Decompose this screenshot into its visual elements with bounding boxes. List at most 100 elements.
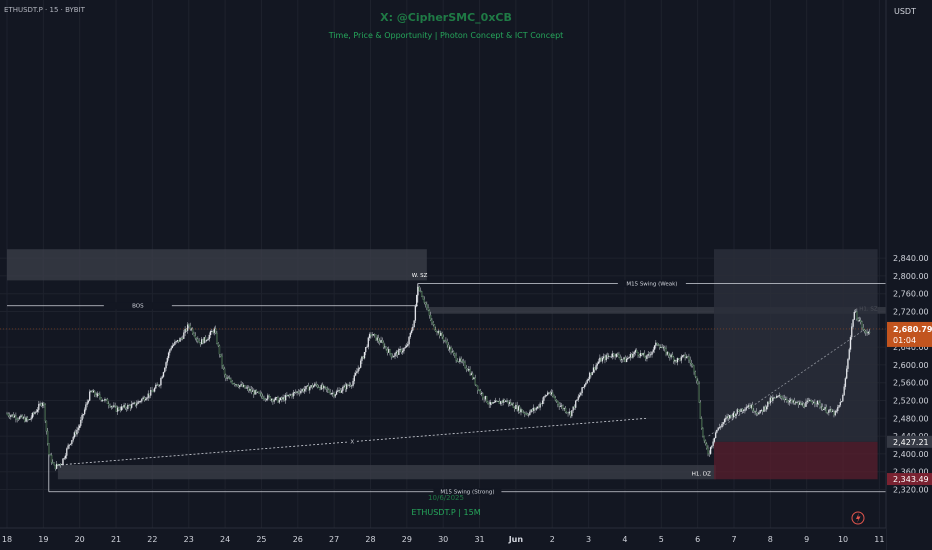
candle-body-271	[351, 385, 353, 387]
candle-body-467	[600, 357, 602, 362]
time-axis-panel[interactable]	[0, 528, 886, 550]
candle-body-394	[507, 400, 509, 404]
candle-body-659	[844, 378, 847, 387]
candle-body-584	[749, 405, 751, 408]
candle-body-333	[430, 315, 432, 321]
time-tick-label-7: 25	[256, 535, 266, 544]
candle-body-414	[533, 407, 535, 411]
candle-body-32	[47, 430, 49, 444]
candle-body-424	[545, 395, 548, 396]
candle-body-176	[230, 378, 232, 382]
candle-body-171	[223, 368, 226, 375]
candle-body-670	[858, 320, 861, 322]
candle-body-16	[26, 417, 29, 420]
candle-body-180	[235, 384, 237, 386]
candle-body-88	[118, 407, 120, 410]
time-tick-label-15: 2	[550, 535, 555, 544]
candle-body-661	[847, 359, 849, 369]
candle-body-161	[211, 331, 213, 333]
candle-body-396	[510, 402, 512, 405]
candle-body-319	[412, 326, 414, 331]
candle-body-9	[17, 418, 20, 420]
candle-body-361	[465, 367, 467, 370]
candle-body-248	[321, 384, 324, 389]
candle-body-373	[480, 393, 483, 395]
candle-body-363	[468, 369, 470, 371]
candle-body-528	[678, 358, 680, 359]
candle-body-662	[848, 349, 850, 360]
candle-body-210	[273, 399, 275, 402]
candles-layer	[6, 283, 871, 471]
candle-body-198	[258, 391, 260, 394]
price-tick-label-13: 2,840.00	[893, 254, 929, 263]
candle-body-133	[175, 341, 177, 343]
candle-body-207	[269, 396, 272, 401]
chart-subtitle: Time, Price & Opportunity | Photon Conce…	[328, 31, 564, 40]
price-axis-panel[interactable]	[886, 0, 932, 550]
candle-body-257	[333, 392, 335, 397]
candle-body-127	[167, 352, 170, 359]
candle-body-282	[365, 347, 367, 353]
candle-body-65	[89, 391, 91, 401]
candle-body-415	[534, 407, 536, 410]
candle-body-167	[218, 345, 221, 355]
candle-body-516	[662, 347, 665, 349]
candle-body-252	[326, 388, 329, 390]
candle-body-123	[162, 372, 165, 377]
candle-body-100	[133, 402, 135, 404]
candle-body-113	[150, 390, 152, 396]
candle-body-295	[381, 340, 383, 343]
candle-body-593	[760, 410, 763, 412]
candle-body-491	[631, 354, 633, 358]
candle-body-553	[709, 447, 712, 454]
candle-body-475	[610, 356, 612, 358]
candle-body-185	[241, 384, 244, 387]
candle-body-472	[606, 355, 609, 357]
candle-body-533	[684, 354, 686, 358]
candle-body-302	[390, 353, 392, 357]
candle-body-417	[536, 406, 539, 409]
candle-body-660	[846, 368, 848, 379]
candle-body-551	[707, 448, 709, 454]
candle-body-569	[730, 415, 732, 416]
candle-body-260	[337, 390, 339, 392]
candle-body-94	[125, 407, 128, 409]
candle-body-256	[332, 392, 334, 394]
candle-body-622	[797, 401, 799, 405]
candle-body-27	[40, 403, 43, 406]
candle-body-267	[346, 384, 348, 390]
candle-body-597	[765, 406, 768, 410]
time-tick-label-1: 19	[38, 535, 48, 544]
candle-body-44	[62, 458, 64, 465]
candle-body-395	[508, 402, 511, 404]
candle-body-19	[30, 417, 32, 420]
candle-body-379	[488, 403, 490, 405]
candle-body-435	[559, 405, 562, 407]
candle-body-14	[24, 417, 26, 422]
candle-body-62	[85, 404, 87, 410]
candle-body-434	[558, 404, 560, 407]
candle-body-554	[711, 445, 713, 448]
price-tick-label-1: 2,360.00	[893, 468, 929, 477]
candle-body-261	[338, 390, 340, 391]
candle-body-651	[834, 411, 836, 416]
candle-body-618	[792, 400, 794, 403]
candle-body-139	[183, 332, 185, 339]
level-label-0: BOS	[132, 304, 144, 310]
candle-body-48	[67, 445, 69, 449]
candle-body-393	[506, 400, 508, 402]
candle-body-376	[484, 396, 487, 400]
candle-body-204	[265, 399, 268, 401]
candle-body-40	[57, 463, 59, 466]
candle-body-465	[597, 361, 600, 364]
candle-body-402	[517, 406, 520, 411]
candle-body-205	[267, 395, 269, 400]
candle-body-97	[129, 405, 132, 408]
candle-body-667	[854, 311, 857, 313]
candle-body-443	[569, 411, 572, 417]
candle-body-3	[10, 415, 12, 417]
candle-body-648	[830, 408, 833, 412]
candle-body-308	[398, 349, 400, 355]
alert-lightning-icon[interactable]	[851, 511, 865, 525]
